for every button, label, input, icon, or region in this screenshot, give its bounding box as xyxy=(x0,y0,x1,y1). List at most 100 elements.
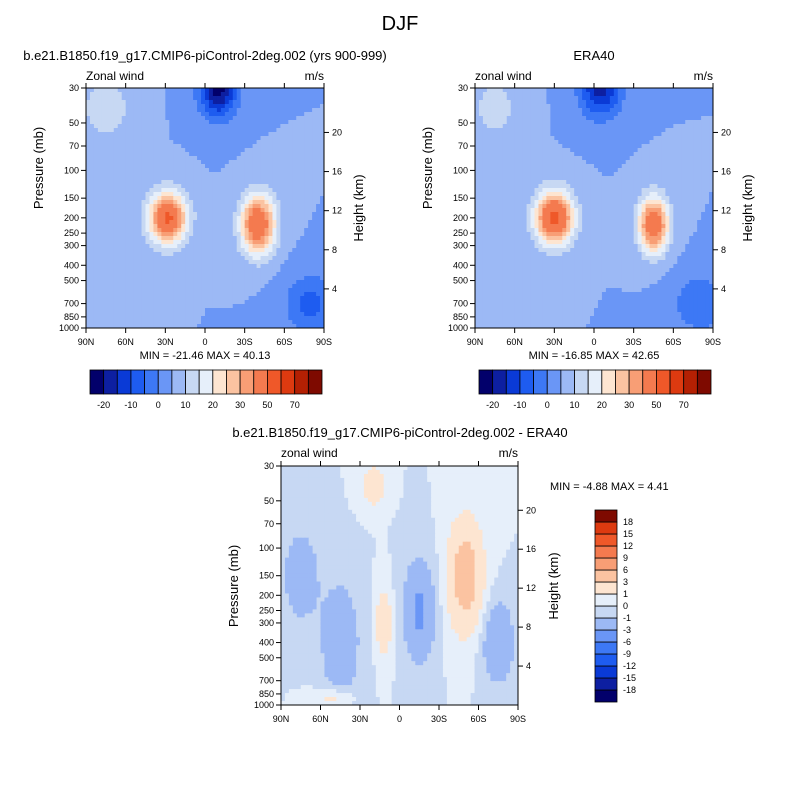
field-cell xyxy=(605,124,611,129)
field-cell xyxy=(292,88,297,93)
field-cell xyxy=(224,140,230,145)
field-cell xyxy=(236,216,242,221)
field-cell xyxy=(550,96,555,101)
field-cell xyxy=(514,144,520,149)
field-cell xyxy=(89,300,95,305)
field-cell xyxy=(709,160,713,165)
x-tick-label: 90S xyxy=(316,337,332,347)
field-cell xyxy=(121,152,127,157)
field-cell xyxy=(705,128,710,133)
field-cell xyxy=(149,164,155,169)
field-cell xyxy=(208,160,214,165)
field-cell xyxy=(208,92,214,97)
field-cell xyxy=(205,292,210,297)
field-cell xyxy=(284,184,289,189)
field-cell xyxy=(101,240,107,245)
field-cell xyxy=(316,96,321,101)
field-cell xyxy=(264,220,270,225)
field-cell xyxy=(490,140,496,145)
field-cell xyxy=(574,160,579,165)
x-tick-label: 30S xyxy=(237,337,253,347)
field-cell xyxy=(236,232,242,237)
field-cell xyxy=(621,116,627,121)
field-cell xyxy=(506,92,512,97)
field-cell xyxy=(141,136,147,141)
field-cell xyxy=(320,172,324,177)
field-cell xyxy=(89,208,95,213)
field-cell xyxy=(220,148,226,153)
field-cell xyxy=(260,256,266,261)
field-cell xyxy=(475,148,480,153)
field-cell xyxy=(129,124,135,129)
field-cell xyxy=(240,224,246,229)
field-cell xyxy=(97,172,103,177)
field-cell xyxy=(193,300,198,305)
field-cell xyxy=(137,200,143,205)
field-cell xyxy=(105,144,111,149)
field-cell xyxy=(216,228,222,233)
field-cell xyxy=(181,124,186,129)
field-cell xyxy=(153,244,158,249)
field-cell xyxy=(264,136,270,141)
field-cell xyxy=(228,264,234,269)
field-cell xyxy=(256,232,262,237)
field-cell xyxy=(637,92,643,97)
field-cell xyxy=(288,184,293,189)
field-cell xyxy=(109,204,115,209)
field-cell xyxy=(165,204,170,209)
field-cell xyxy=(605,92,611,97)
field-cell xyxy=(141,324,147,328)
field-cell xyxy=(252,112,258,117)
field-cell xyxy=(220,204,226,209)
field-cell xyxy=(169,256,174,261)
field-cell xyxy=(633,144,639,149)
field-cell xyxy=(145,148,151,153)
field-cell xyxy=(292,132,297,137)
field-cell xyxy=(276,312,281,317)
field-cell xyxy=(312,292,317,297)
field-cell xyxy=(228,120,234,125)
field-cell xyxy=(89,112,95,117)
field-cell xyxy=(308,320,313,325)
field-cell xyxy=(185,308,190,313)
field-cell xyxy=(149,96,155,101)
field-cell xyxy=(272,96,277,101)
field-cell xyxy=(669,152,674,157)
field-cell xyxy=(490,100,496,105)
field-cell xyxy=(260,124,266,129)
field-cell xyxy=(272,192,277,197)
field-cell xyxy=(304,160,309,165)
field-cell xyxy=(153,204,158,209)
field-cell xyxy=(705,136,710,141)
field-cell xyxy=(177,172,182,177)
field-cell xyxy=(260,192,266,197)
field-cell xyxy=(677,88,682,93)
field-cell xyxy=(272,232,277,237)
field-cell xyxy=(617,124,623,129)
field-cell xyxy=(661,156,666,161)
field-cell xyxy=(693,140,698,145)
field-cell xyxy=(288,236,293,241)
field-cell xyxy=(264,252,270,257)
field-cell xyxy=(514,124,520,129)
field-cell xyxy=(145,184,151,189)
field-cell xyxy=(86,204,91,209)
field-cell xyxy=(292,304,297,309)
field-cell xyxy=(320,228,324,233)
field-cell xyxy=(212,212,218,217)
field-cell xyxy=(232,300,238,305)
field-cell xyxy=(681,152,686,157)
field-cell xyxy=(256,172,262,177)
field-cell xyxy=(260,108,266,113)
field-cell xyxy=(197,324,202,328)
field-cell xyxy=(244,168,250,173)
field-cell xyxy=(177,184,182,189)
field-cell xyxy=(320,108,324,113)
field-cell xyxy=(248,256,254,261)
field-cell xyxy=(681,104,686,109)
field-cell xyxy=(117,132,123,137)
field-cell xyxy=(312,156,317,161)
field-cell xyxy=(280,188,285,193)
field-cell xyxy=(205,188,210,193)
field-cell xyxy=(236,252,242,257)
